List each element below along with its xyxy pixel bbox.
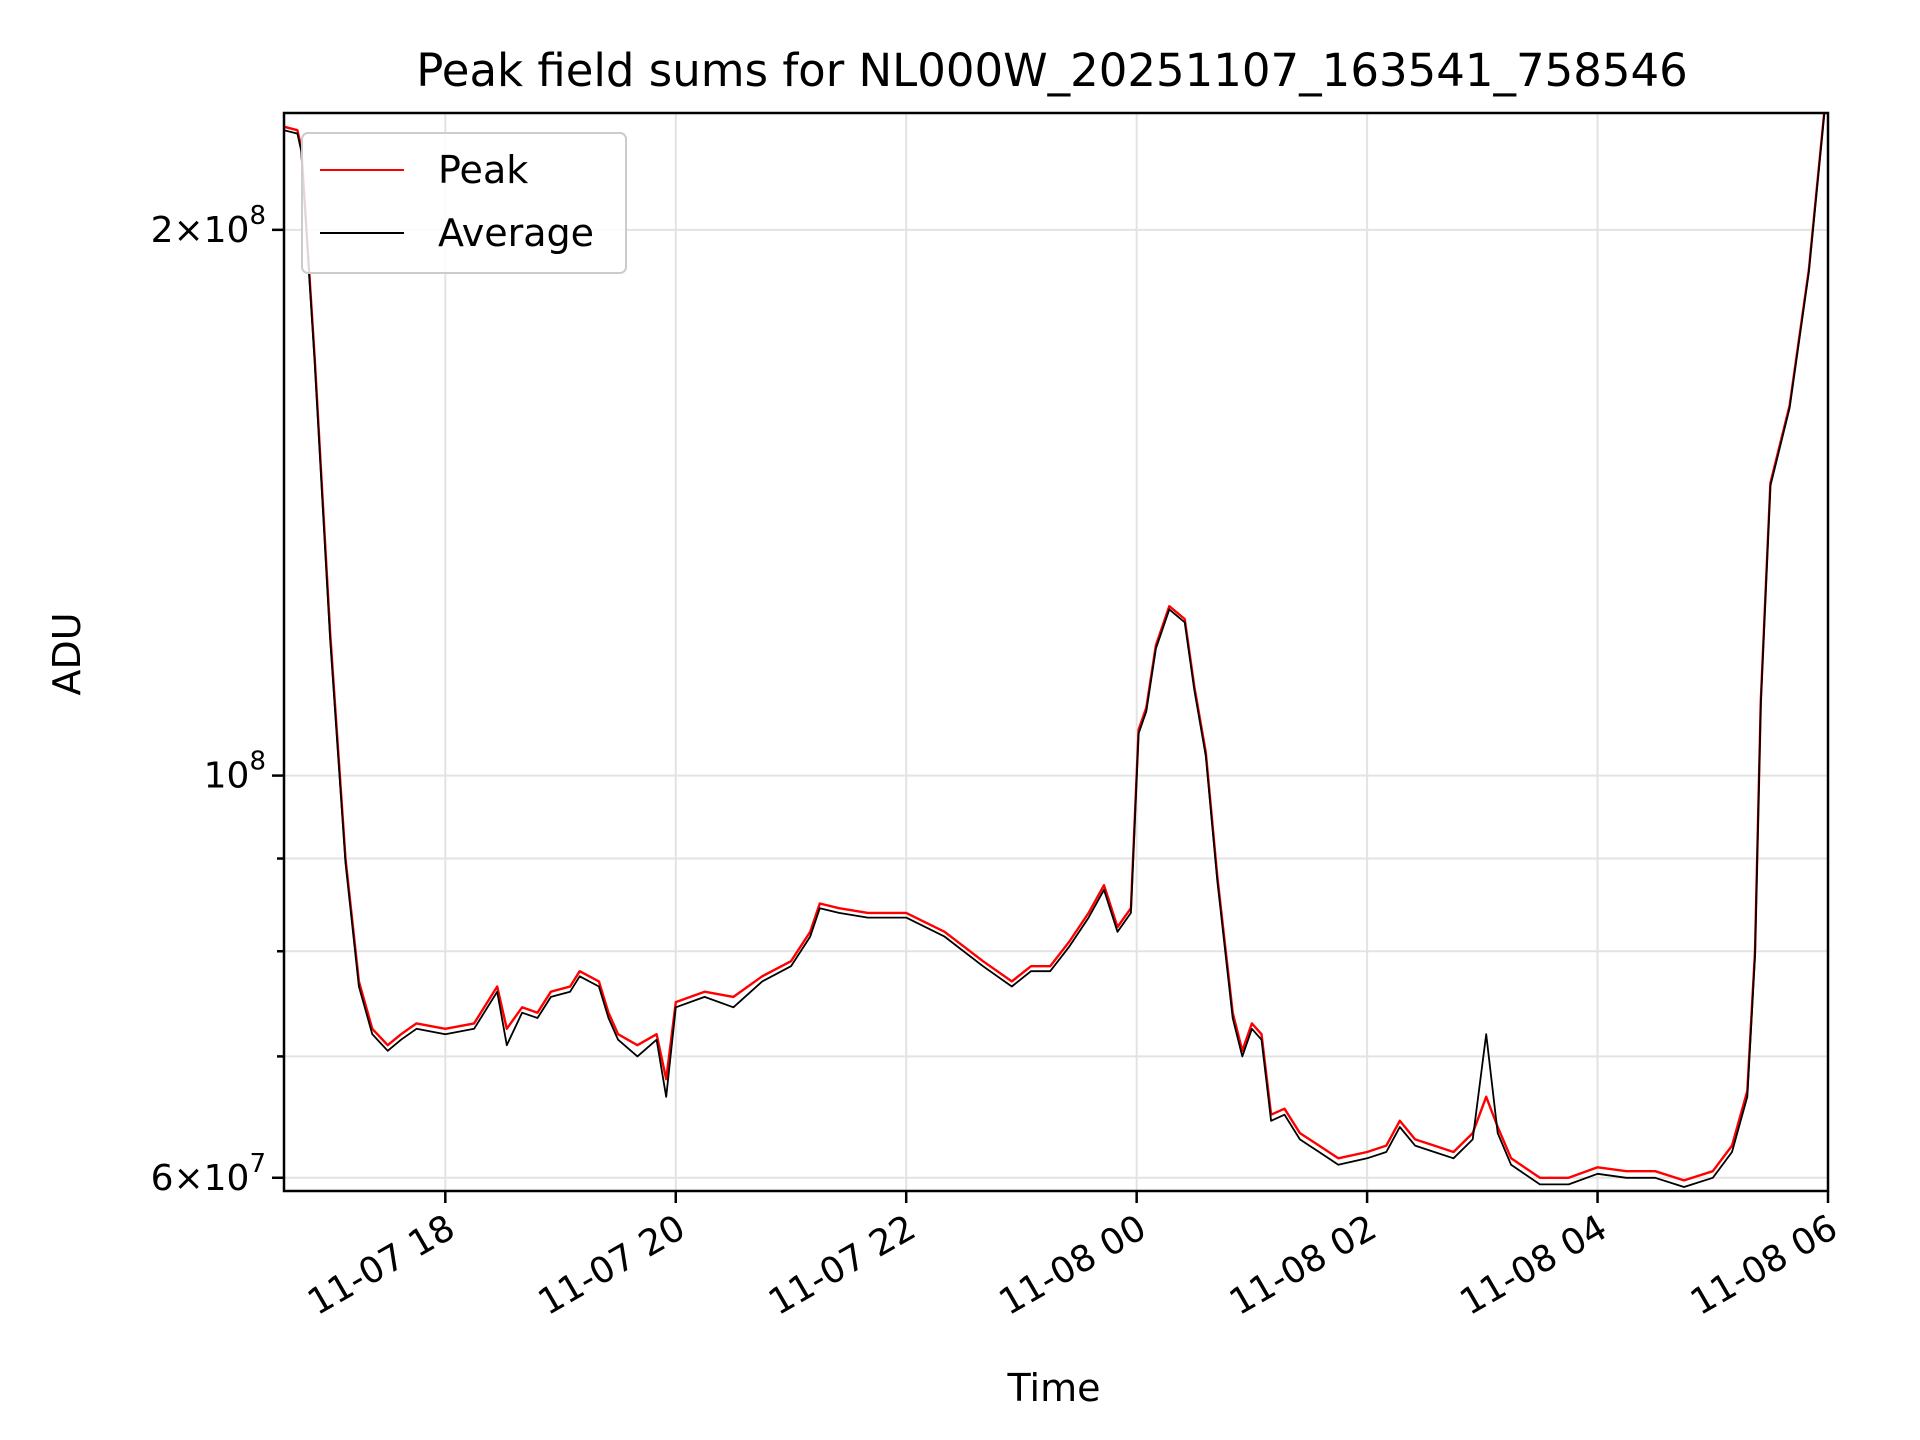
y-tick-base: 10 xyxy=(204,756,250,797)
y-tick-label: 6×107 xyxy=(151,1149,266,1199)
y-tick-exponent: 8 xyxy=(249,201,266,231)
y-tick-label: 108 xyxy=(204,747,266,797)
y-tick-label: 2×108 xyxy=(151,201,266,251)
legend-box xyxy=(301,132,627,274)
series-line-average xyxy=(284,113,1826,1188)
y-tick-mantissa: 6× xyxy=(151,1158,204,1199)
series-line-peak xyxy=(284,113,1826,1182)
legend-label: Average xyxy=(438,211,594,255)
y-tick-mantissa: 2× xyxy=(151,210,204,251)
y-tick-exponent: 8 xyxy=(249,747,266,777)
legend-label: Peak xyxy=(438,148,528,192)
legend: Peak Average xyxy=(301,132,627,274)
series-layer xyxy=(284,113,1826,1188)
plot-frame xyxy=(282,111,1830,1193)
chart-title: Peak field sums for NL000W_20251107_1635… xyxy=(416,44,1688,97)
y-tick-base: 10 xyxy=(204,1158,250,1199)
y-tick-exponent: 7 xyxy=(249,1149,266,1179)
y-tick-base: 10 xyxy=(204,210,250,251)
grid-lines xyxy=(284,113,1829,1191)
y-axis-label: ADU xyxy=(45,612,89,695)
x-axis-label: Time xyxy=(1007,1366,1101,1410)
